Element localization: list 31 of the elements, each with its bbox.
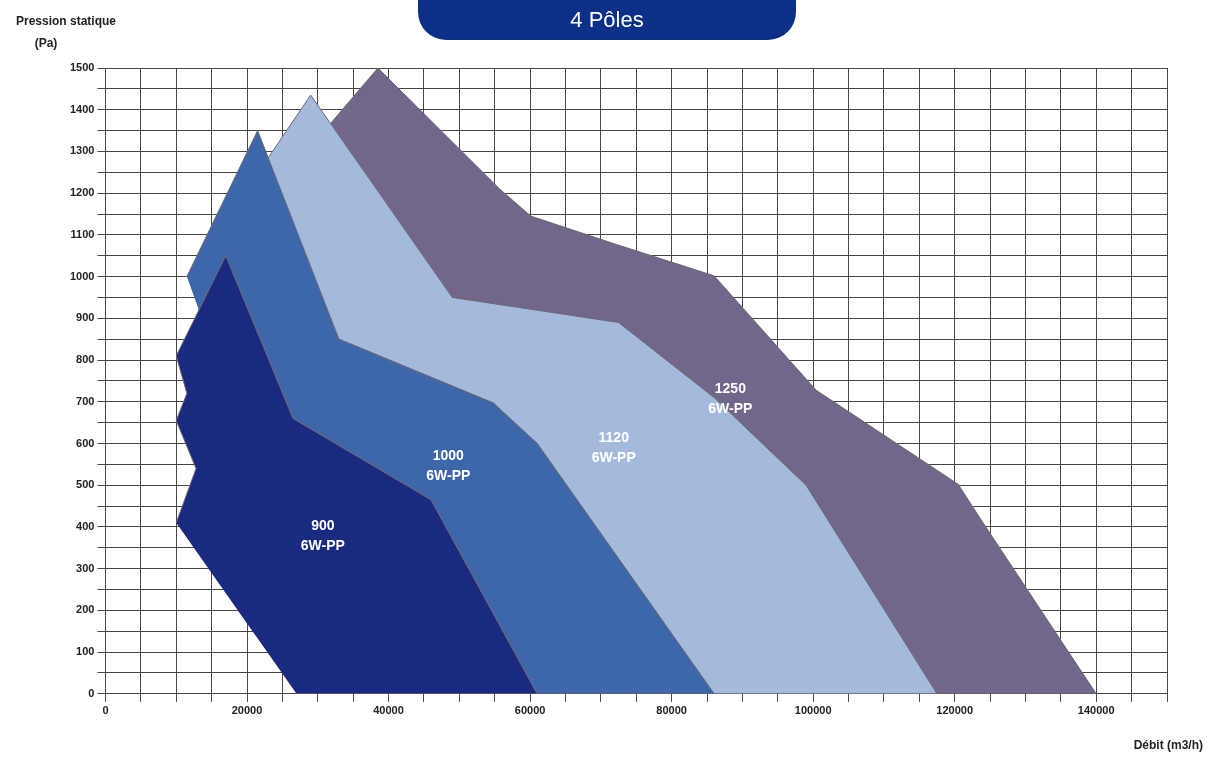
y-tick-label: 700 (76, 394, 95, 407)
x-tick-label: 60000 (514, 704, 546, 717)
y-tick-label: 1200 (69, 186, 95, 199)
y-tick-label: 1400 (69, 102, 95, 115)
y-tick-label: 1100 (70, 227, 95, 240)
x-tick-label: 20000 (231, 704, 263, 717)
series-label: 900 6W-PP (300, 517, 345, 554)
y-tick-label: 600 (76, 436, 95, 449)
y-tick-label: 400 (76, 519, 95, 532)
x-tick-label: 80000 (656, 704, 687, 717)
series-label: 1000 6W-PP (426, 446, 471, 483)
y-tick-label: 1000 (69, 269, 95, 282)
y-tick-label: 100 (76, 645, 95, 658)
y-axis-title: Pression statique (Pa) (16, 14, 117, 51)
y-tick-label: 1300 (69, 144, 95, 157)
y-tick-label: 500 (76, 478, 95, 491)
y-tick-label: 300 (76, 561, 95, 574)
x-tick-label: 140000 (1077, 704, 1115, 717)
x-tick-label: 40000 (373, 704, 404, 717)
series-label: 1250 6W-PP (708, 380, 753, 417)
series-label: 1120 6W-PP (591, 428, 636, 465)
x-tick-label: 0 (102, 704, 109, 717)
y-tick-label: 0 (88, 686, 95, 699)
y-tick-label: 1500 (69, 61, 95, 74)
x-tick-label: 100000 (794, 704, 832, 717)
chart-title: 4 Pôles (418, 0, 796, 40)
y-tick-label: 200 (76, 603, 95, 616)
y-tick-label: 800 (76, 353, 95, 366)
y-tick-label: 900 (76, 311, 95, 324)
x-tick-label: 120000 (936, 704, 974, 717)
x-axis-title: Débit (m3/h) (1133, 738, 1203, 753)
